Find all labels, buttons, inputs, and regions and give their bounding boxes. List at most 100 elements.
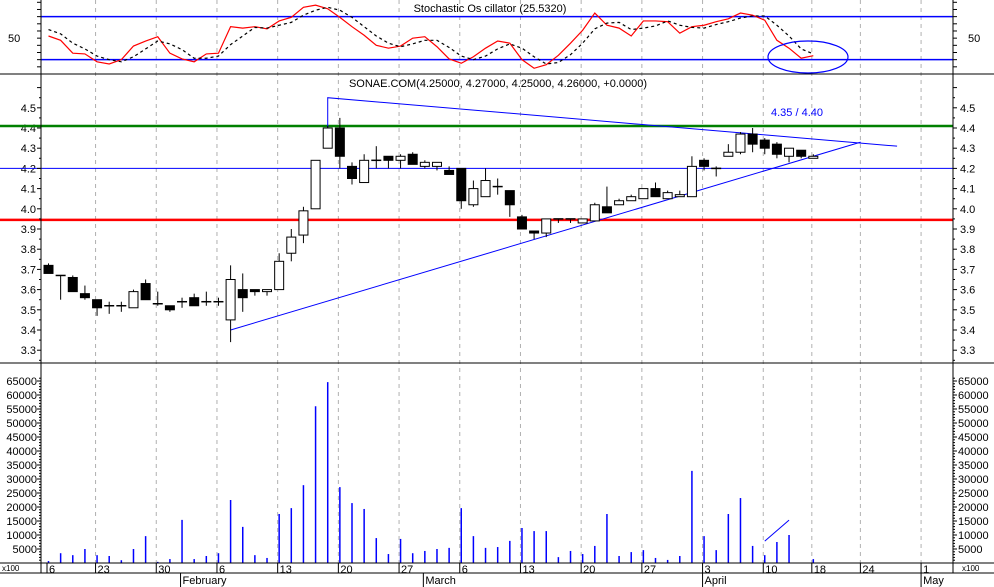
candle [735,132,746,155]
candle-body [601,206,612,214]
candle-body [310,159,321,210]
volume-tick-label-left: 40000 [6,446,37,458]
candle-body [650,188,661,198]
volume-tick-label-left: 65000 [6,376,37,388]
price-tick-label-left: 4.3 [21,143,36,155]
volume-tick-label-right: 5000 [958,544,982,556]
price-tick-label-right: 3.4 [960,325,975,337]
candle-body [577,218,588,224]
volume-tick-label-right: 45000 [958,432,989,444]
candle [322,125,333,149]
date-tick-label: 13 [522,564,534,576]
month-label: April [705,575,727,587]
month-label: March [425,575,456,587]
month-label: February [183,575,228,587]
candle [759,138,770,155]
candle-body [407,153,418,165]
candle [638,188,649,200]
volume-tick-label-left: 35000 [6,460,37,472]
volume-tick-label-left: 15000 [6,516,37,528]
price-tick-label-left: 3.5 [21,305,36,317]
candle [601,186,612,214]
stochastic-d-line [48,6,814,65]
candle-body [747,133,758,145]
candle-body [468,188,479,206]
date-tick-label: 13 [280,564,292,576]
candle-body [383,155,394,161]
candle [589,202,600,222]
price-annotation: 4.35 / 4.40 [771,107,823,119]
candle-body [347,165,357,180]
candle-body [322,127,333,149]
price-tick-label-right: 3.7 [960,264,975,276]
price-tick-label-right: 3.9 [960,224,975,236]
candle [529,230,540,240]
candle [67,275,78,293]
stochastic-tick-label-right: 50 [968,33,980,45]
candle-body [128,291,139,309]
date-tick-label: 24 [862,564,874,576]
candle [771,142,782,159]
volume-tick-label-right: 55000 [958,404,989,416]
candle-body [504,190,515,206]
candle [444,166,455,175]
candle-body [699,159,710,167]
volume-tick-label-left: 20000 [6,502,37,514]
price-tick-label-left: 3.7 [21,264,36,276]
candle [201,291,212,306]
candle-body [431,161,442,167]
date-tick-label: 6 [462,564,468,576]
candle [383,155,394,169]
candle-body [638,188,649,200]
price-tick-label-left: 3.3 [21,345,36,357]
candle [431,161,442,171]
candle-body [359,159,370,184]
price-title: SONAE.COM(4.25000, 4.27000, 4.25000, 4.2… [349,78,647,90]
candle-body [67,276,78,293]
volume-tick-label-right: 20000 [958,502,989,514]
price-tick-label-right: 4.5 [960,103,975,115]
candle [152,291,163,306]
price-tick-label-left: 4.0 [21,204,36,216]
price-tick-label-right: 4.2 [960,163,975,175]
volume-unit-right: x100 [962,564,980,573]
candle-body [529,230,540,234]
price-tick-label-left: 4.2 [21,163,36,175]
volume-unit-left: x100 [2,564,20,573]
candle [626,194,637,202]
candle [516,214,527,230]
date-tick-label: 23 [98,564,110,576]
candle-body [516,216,527,230]
price-tick-label-left: 3.8 [21,244,36,256]
volume-tick-label-right: 65000 [958,376,989,388]
date-tick-label: 18 [814,564,826,576]
date-tick-label: 27 [401,564,413,576]
candle-body [759,139,770,149]
candle [747,128,758,153]
candle [674,190,685,198]
volume-tick-label-left: 10000 [6,530,37,542]
candle [371,146,382,169]
date-tick-label: 3 [705,564,711,576]
price-tick-label-right: 4.3 [960,143,975,155]
stochastic-tick-label-left: 50 [8,33,20,45]
candle [686,156,697,198]
volume-tick-label-right: 30000 [958,474,989,486]
candle [711,166,722,177]
price-tick-label-left: 4.1 [21,184,36,196]
volume-tick-label-right: 25000 [958,488,989,500]
candle [468,180,479,207]
candle [614,198,625,206]
candle-body [298,210,309,236]
candle [456,167,467,209]
candle-body [92,299,103,309]
volume-tick-label-right: 35000 [958,460,989,472]
candle [395,154,406,169]
price-tick-label-left: 4.5 [21,103,36,115]
candle [225,265,236,343]
stochastic-panel: Stochastic Os cillator (25.5320) 50 50 [8,3,980,74]
candle-body [140,283,151,301]
candle [419,160,430,169]
candle-body [456,167,467,202]
annotation-ellipse [767,40,849,74]
